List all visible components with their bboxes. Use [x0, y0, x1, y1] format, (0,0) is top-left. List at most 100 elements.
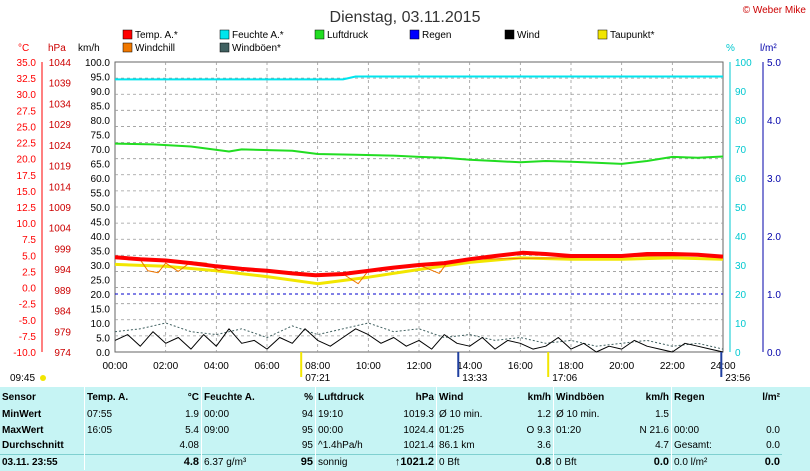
stats-header-wind: Wind	[436, 387, 501, 407]
series-line-taupunkt	[114, 256, 724, 286]
stats-cell: 4.7	[655, 440, 669, 452]
wind-tick-label: 10.0	[91, 319, 111, 330]
stats-header-wind-unit: km/h	[527, 391, 551, 403]
humidity-tick-label: 40	[735, 232, 747, 243]
pressure-tick-label: 1044	[49, 58, 72, 69]
stats-cell: 95	[281, 453, 316, 470]
stats-cell: 0.8	[501, 453, 554, 470]
temp-tick-label: -2.5	[19, 300, 37, 311]
temp-tick-label: 27.5	[17, 106, 37, 117]
legend-swatch	[314, 29, 325, 40]
wind-tick-label: 70.0	[91, 145, 111, 156]
temp-tick-label: 5.0	[22, 251, 36, 262]
legend-swatch	[219, 42, 230, 53]
unit-rain: l/m²	[760, 43, 777, 54]
chart-series	[114, 75, 724, 353]
stats-row-min: MinWert 07:55 1.9 00:00 94 19:10 1019.3 …	[0, 407, 782, 423]
pressure-tick-label: 1004	[49, 224, 72, 235]
stats-row-max: MaxWert 16:05 5.4 09:00 95 00:00 1024.4 …	[0, 422, 782, 438]
stats-cell: 1019.3	[403, 409, 434, 421]
pressure-tick-label: 989	[54, 286, 71, 297]
stats-cell: 1.9	[185, 409, 199, 421]
time-tick-label: 16:00	[508, 361, 533, 372]
stats-header-rain: Regen	[671, 387, 738, 407]
chart-grid	[115, 62, 723, 352]
pressure-tick-label: 994	[54, 265, 71, 276]
stats-cell: 0 Bft	[436, 453, 501, 470]
stats-row-current: 03.11. 23:55 4.8 6.37 g/m³ 95 sonnig ↑10…	[0, 453, 782, 470]
sunrise-label: 07:21	[305, 373, 330, 384]
day-start-label: 09:45	[10, 373, 35, 384]
wind-tick-label: 15.0	[91, 305, 111, 316]
legend-label: Wind	[517, 30, 540, 41]
weather-chart: Dienstag, 03.11.2015 © Weber Mike °C hPa…	[10, 5, 806, 384]
rain-tick-label: 1.0	[767, 290, 781, 301]
stats-cell: 4.08	[179, 440, 199, 452]
series-line-luftdruck	[114, 142, 724, 165]
wind-tick-label: 30.0	[91, 261, 111, 272]
legend-label: Windchill	[135, 43, 175, 54]
chart-axes: 35.0 32.5 30.0 27.5 25.0 22.5 20.0 17.5 15.0 12.5…	[13, 58, 781, 372]
rain-tick-label: 2.0	[767, 232, 781, 243]
moonset-label: 23:56	[725, 373, 750, 384]
rain-tick-label: 0.0	[767, 348, 781, 359]
pressure-tick-label: 1019	[49, 162, 72, 173]
legend-swatch	[597, 29, 608, 40]
wind-tick-label: 45.0	[91, 218, 111, 229]
time-tick-label: 22:00	[660, 361, 685, 372]
stats-cell: 0.0	[623, 453, 672, 470]
humidity-tick-label: 90	[735, 87, 747, 98]
legend-label: Windböen*	[232, 43, 281, 54]
stats-header-pressure-unit: hPa	[415, 391, 434, 403]
temp-tick-label: 35.0	[17, 58, 37, 69]
stats-cell: Ø 10 min.	[553, 407, 623, 423]
time-tick-label: 02:00	[153, 361, 178, 372]
stats-cell: 09:00	[201, 422, 281, 438]
stats-cell: 00:00	[201, 407, 281, 423]
stats-cell: 5.4	[185, 424, 199, 436]
stats-header-sensor: Sensor	[2, 391, 36, 403]
stats-row-average: Durchschnitt 4.08 95 ^1.4hPa/h 1021.4 86…	[0, 438, 782, 454]
stats-cell: 3.6	[537, 440, 551, 452]
temp-tick-label: -7.5	[19, 332, 37, 343]
pressure-tick-label: 979	[54, 327, 71, 338]
temp-tick-label: 17.5	[17, 171, 37, 182]
stats-cell: 95	[301, 440, 313, 452]
pressure-tick-label: 1009	[49, 203, 72, 214]
temp-tick-label: 30.0	[17, 90, 37, 101]
temp-tick-label: 7.5	[22, 235, 36, 246]
stats-cell: 1.5	[655, 409, 669, 421]
stats-cell: Ø 10 min.	[436, 407, 501, 423]
humidity-tick-label: 0	[735, 348, 741, 359]
stats-cell: 00:00	[315, 422, 380, 438]
wind-tick-label: 75.0	[91, 131, 111, 142]
series-line-wind	[114, 328, 724, 353]
stats-cell: ^1.4hPa/h	[315, 438, 380, 454]
chart-title: Dienstag, 03.11.2015	[330, 9, 481, 26]
stats-cell: 4.8	[159, 453, 202, 470]
stats-cell: 6.37 g/m³	[201, 453, 281, 470]
time-tick-label: 14:00	[457, 361, 482, 372]
time-tick-label: 20:00	[609, 361, 634, 372]
pressure-tick-label: 1024	[49, 141, 72, 152]
pressure-tick-label: 1014	[49, 182, 72, 193]
rain-tick-label: 3.0	[767, 174, 781, 185]
wind-tick-label: 0.0	[96, 348, 110, 359]
humidity-tick-label: 10	[735, 319, 747, 330]
temp-tick-label: 12.5	[17, 203, 37, 214]
sunset-label: 17:06	[552, 373, 577, 384]
stats-cell	[671, 407, 738, 423]
wind-tick-label: 95.0	[91, 73, 111, 84]
stats-header-humidity: Feuchte A.	[201, 387, 281, 407]
stats-header-pressure: Luftdruck	[315, 387, 380, 407]
legend-label: Temp. A.*	[135, 30, 178, 41]
wind-tick-label: 90.0	[91, 87, 111, 98]
stats-cell: 95	[301, 424, 313, 436]
time-tick-label: 10:00	[356, 361, 381, 372]
temp-tick-label: 15.0	[17, 187, 37, 198]
stats-header-gust-unit: km/h	[645, 391, 669, 403]
unit-hpa: hPa	[48, 43, 66, 54]
stats-cell: 07:55	[84, 407, 159, 423]
unit-celsius: °C	[18, 43, 29, 54]
stats-cell: 1024.4	[403, 424, 434, 436]
